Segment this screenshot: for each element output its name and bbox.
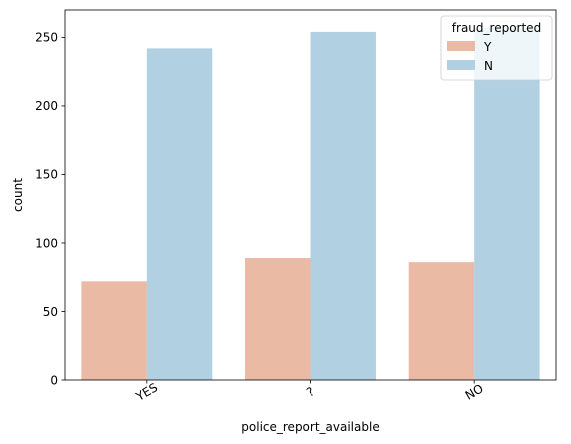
- legend-swatch-Y: [447, 41, 475, 51]
- y-axis-label: count: [11, 178, 25, 212]
- legend: fraud_reported YN: [440, 15, 553, 81]
- bar-Y-2: [408, 262, 475, 380]
- x-axis-label: police_report_available: [241, 420, 379, 434]
- y-tick-label: 100: [35, 236, 58, 250]
- legend-swatch-N: [447, 60, 475, 70]
- y-tick-label: 150: [35, 168, 58, 182]
- legend-title: fraud_reported: [452, 21, 541, 35]
- bar-Y-0: [81, 281, 147, 380]
- bars-layer: [81, 27, 540, 381]
- y-tick-label: 200: [35, 99, 58, 113]
- y-axis: 0 50 100 150 200 250: [35, 31, 65, 387]
- y-tick-label: 0: [50, 373, 58, 387]
- bar-N-2: [474, 27, 540, 380]
- legend-label-N: N: [484, 59, 493, 73]
- legend-items: YN: [447, 40, 493, 73]
- bar-Y-1: [245, 258, 311, 380]
- legend-label-Y: Y: [483, 40, 492, 54]
- y-tick-label: 250: [35, 31, 58, 45]
- plot-frame: [64, 9, 557, 381]
- bar-N-0: [146, 48, 213, 381]
- bar-N-1: [310, 31, 376, 380]
- y-tick-label: 50: [43, 305, 58, 319]
